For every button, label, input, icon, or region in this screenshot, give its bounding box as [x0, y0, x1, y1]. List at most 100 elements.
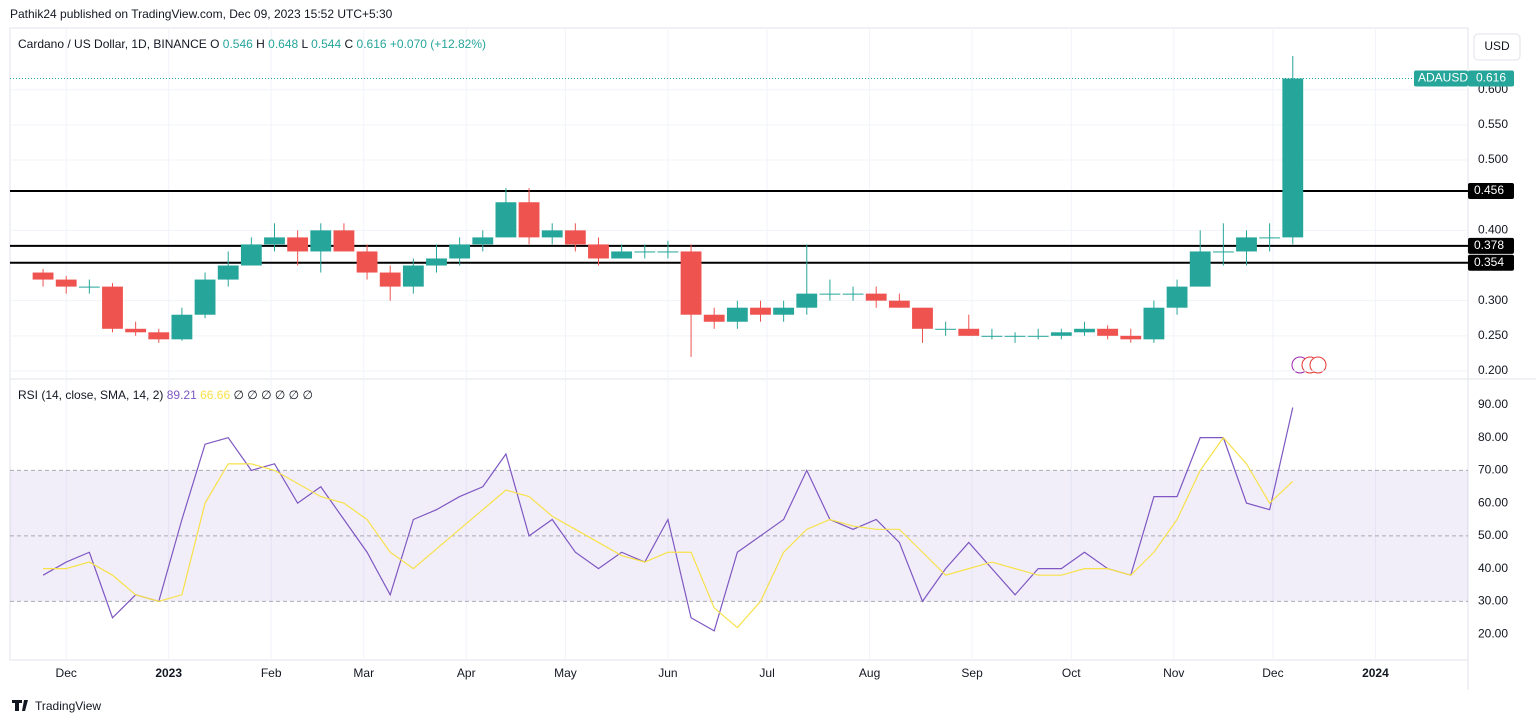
x-tick-label: Feb [261, 666, 282, 680]
rsi-line [43, 436, 1294, 629]
candle-body [449, 244, 471, 259]
y-tick-label: 50.00 [1478, 528, 1508, 542]
x-tick-label: Apr [457, 666, 476, 680]
candle-body [78, 286, 100, 288]
ohlc-key: O [210, 37, 219, 51]
candle-body [379, 272, 401, 287]
candle-body [1097, 328, 1119, 336]
empty-marker: ∅ [261, 388, 271, 402]
candle-body [402, 265, 424, 287]
candle-body [1143, 307, 1165, 340]
x-tick-label: Nov [1163, 666, 1184, 680]
empty-marker: ∅ [247, 388, 257, 402]
last-price-label: 0.616 [1476, 71, 1506, 85]
candle-body [935, 328, 957, 330]
candle-body [865, 293, 887, 301]
ohlc-value: 0.648 [268, 37, 298, 51]
x-tick-label: Aug [859, 666, 880, 680]
footer-brand: TradingView [35, 699, 101, 713]
candle-body [1120, 335, 1142, 340]
candle-body [495, 202, 517, 238]
candle-body [634, 251, 656, 253]
y-tick-label: 0.400 [1478, 223, 1508, 237]
candle-body [703, 314, 725, 322]
y-tick-label: 0.300 [1478, 293, 1508, 307]
y-tick-label: 70.00 [1478, 463, 1508, 477]
candle-body [1074, 328, 1095, 333]
y-tick-label: 0.200 [1478, 363, 1508, 377]
ohlc-key: L [302, 37, 309, 51]
x-tick-label: May [554, 666, 577, 680]
candle-body [518, 202, 540, 238]
candle-body [773, 307, 795, 315]
ohlc-value: 0.616 [357, 37, 387, 51]
candle-body [148, 332, 170, 340]
candle-body [333, 230, 355, 252]
last-price-tag [1468, 70, 1514, 87]
ohlc-key: C [345, 37, 354, 51]
candle-body [356, 251, 378, 273]
tradingview-logo [12, 700, 28, 711]
empty-marker: ∅ [289, 388, 299, 402]
event-icon[interactable] [1309, 356, 1327, 374]
byline: Pathik24 published on TradingView.com, D… [10, 7, 393, 21]
change-pct: (+12.82%) [430, 37, 486, 51]
level-tag [1468, 237, 1514, 254]
candle-body [194, 279, 216, 315]
candle-body [1166, 286, 1188, 308]
y-tick-label: 0.250 [1478, 328, 1508, 342]
candle-body [611, 251, 633, 259]
candle-body [912, 307, 933, 329]
candle-body [1282, 78, 1304, 238]
x-tick-label: Mar [353, 666, 374, 680]
candle-body [819, 293, 841, 295]
ohlc-value: 0.544 [311, 37, 341, 51]
rsi-pane: 20.00 30.00 40.00 50.00 60.00 70.00 80.00 90.00 [10, 397, 1508, 640]
candle-body [1212, 251, 1234, 253]
candle-body [1027, 335, 1049, 337]
x-tick-label: Dec [1262, 666, 1283, 680]
change: +0.070 [390, 37, 427, 51]
candle-body [657, 251, 679, 253]
candle-body [1236, 237, 1257, 252]
candle-body [55, 279, 77, 287]
candle-body [240, 244, 262, 266]
candle-body [125, 328, 147, 333]
candle-body [472, 237, 494, 245]
empty-marker: ∅ [275, 388, 285, 402]
candle-body [287, 237, 309, 252]
candle-body [680, 251, 702, 315]
x-tick-label: Jun [658, 666, 677, 680]
candle-body [888, 300, 910, 308]
candle-body [750, 307, 771, 315]
currency-button[interactable] [1473, 33, 1521, 61]
empty-marker: ∅ [233, 388, 243, 402]
legend: Cardano / US Dollar, 1D, BINANCE O 0.546… [18, 37, 486, 51]
candle-body [264, 237, 285, 245]
candle-body [564, 230, 586, 245]
rsi-value: 89.21 [167, 388, 197, 402]
candle-body [171, 314, 193, 340]
symbol-tag [1414, 70, 1468, 87]
candle-body [958, 328, 980, 336]
legend: RSI (14, close, SMA, 14, 2) 89.21 66.66 … [18, 388, 313, 402]
x-tick-label: 2023 [155, 666, 182, 680]
x-tick-label: Sep [961, 666, 983, 680]
candle-body [32, 272, 54, 280]
rsi-value: 66.66 [200, 388, 230, 402]
level-tag [1468, 254, 1514, 271]
candle-body [842, 293, 864, 295]
y-tick-label: 60.00 [1478, 495, 1508, 509]
x-tick-label: Jul [759, 666, 774, 680]
candle-body [426, 258, 447, 266]
level-label: 0.378 [1474, 238, 1504, 252]
y-tick-label: 0.550 [1478, 117, 1508, 131]
candle-body [1259, 237, 1281, 239]
candle-body [1189, 251, 1211, 287]
currency-label[interactable]: USD [1484, 39, 1510, 53]
candle-body [1050, 332, 1072, 336]
